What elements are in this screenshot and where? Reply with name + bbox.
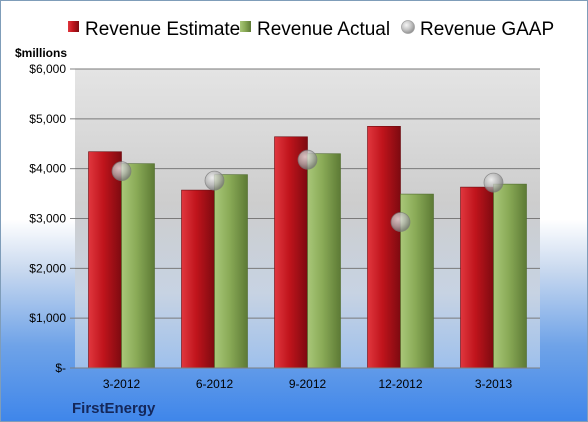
legend-label-estimate: Revenue Estimate — [85, 19, 240, 40]
legend-swatch-actual — [240, 21, 251, 32]
marker-revenue-gaap-3-2012 — [111, 161, 132, 182]
y-tick-label: $5,000 — [29, 112, 66, 126]
marker-revenue-gaap-3-2013 — [483, 172, 504, 193]
bar-revenue-estimate-12-2012 — [367, 126, 401, 369]
x-tick-label: 9-2012 — [289, 377, 327, 391]
x-tick-label: 3-2013 — [475, 377, 513, 391]
x-tick-label: 3-2012 — [103, 377, 141, 391]
bar-revenue-estimate-9-2012 — [274, 136, 308, 369]
y-tick-label: $2,000 — [29, 261, 66, 275]
legend-item-gaap: Revenue GAAP — [401, 19, 554, 40]
legend-marker-gaap — [401, 20, 415, 34]
marker-revenue-gaap-12-2012 — [390, 212, 411, 232]
y-axis-unit-label: $millions — [15, 46, 67, 60]
legend-label-gaap: Revenue GAAP — [420, 19, 554, 40]
x-tick-label: 12-2012 — [378, 377, 422, 391]
bar-revenue-actual-3-2013 — [493, 183, 527, 369]
bar-revenue-actual-9-2012 — [307, 153, 341, 369]
bar-revenue-actual-3-2012 — [121, 163, 155, 369]
legend: Revenue Estimate Revenue Actual Revenue … — [68, 19, 554, 40]
x-tick-label: 6-2012 — [196, 377, 234, 391]
bar-revenue-estimate-6-2012 — [181, 189, 215, 369]
bar-revenue-estimate-3-2012 — [88, 151, 122, 369]
y-tick-label: $1,000 — [29, 311, 66, 325]
x-axis-ticks: 3-2012 6-2012 9-2012 12-2012 3-2013 — [103, 377, 513, 391]
legend-swatch-estimate — [68, 21, 79, 32]
bar-revenue-actual-6-2012 — [214, 174, 248, 369]
y-tick-label: $4,000 — [29, 162, 66, 176]
y-tick-label: $- — [55, 361, 66, 375]
legend-item-actual: Revenue Actual — [240, 19, 390, 40]
bars — [88, 126, 527, 369]
y-axis-ticks: $- $1,000 $2,000 $3,000 $4,000 $5,000 $6,000 — [29, 62, 75, 375]
marker-revenue-gaap-6-2012 — [204, 170, 225, 191]
gaap-markers — [111, 149, 504, 232]
legend-item-estimate: Revenue Estimate — [68, 19, 240, 40]
y-tick-label: $3,000 — [29, 212, 66, 226]
company-name: FirstEnergy — [72, 400, 156, 417]
legend-label-actual: Revenue Actual — [257, 19, 390, 40]
bar-revenue-estimate-3-2013 — [460, 186, 494, 369]
y-tick-label: $6,000 — [29, 62, 66, 76]
marker-revenue-gaap-9-2012 — [297, 149, 318, 170]
